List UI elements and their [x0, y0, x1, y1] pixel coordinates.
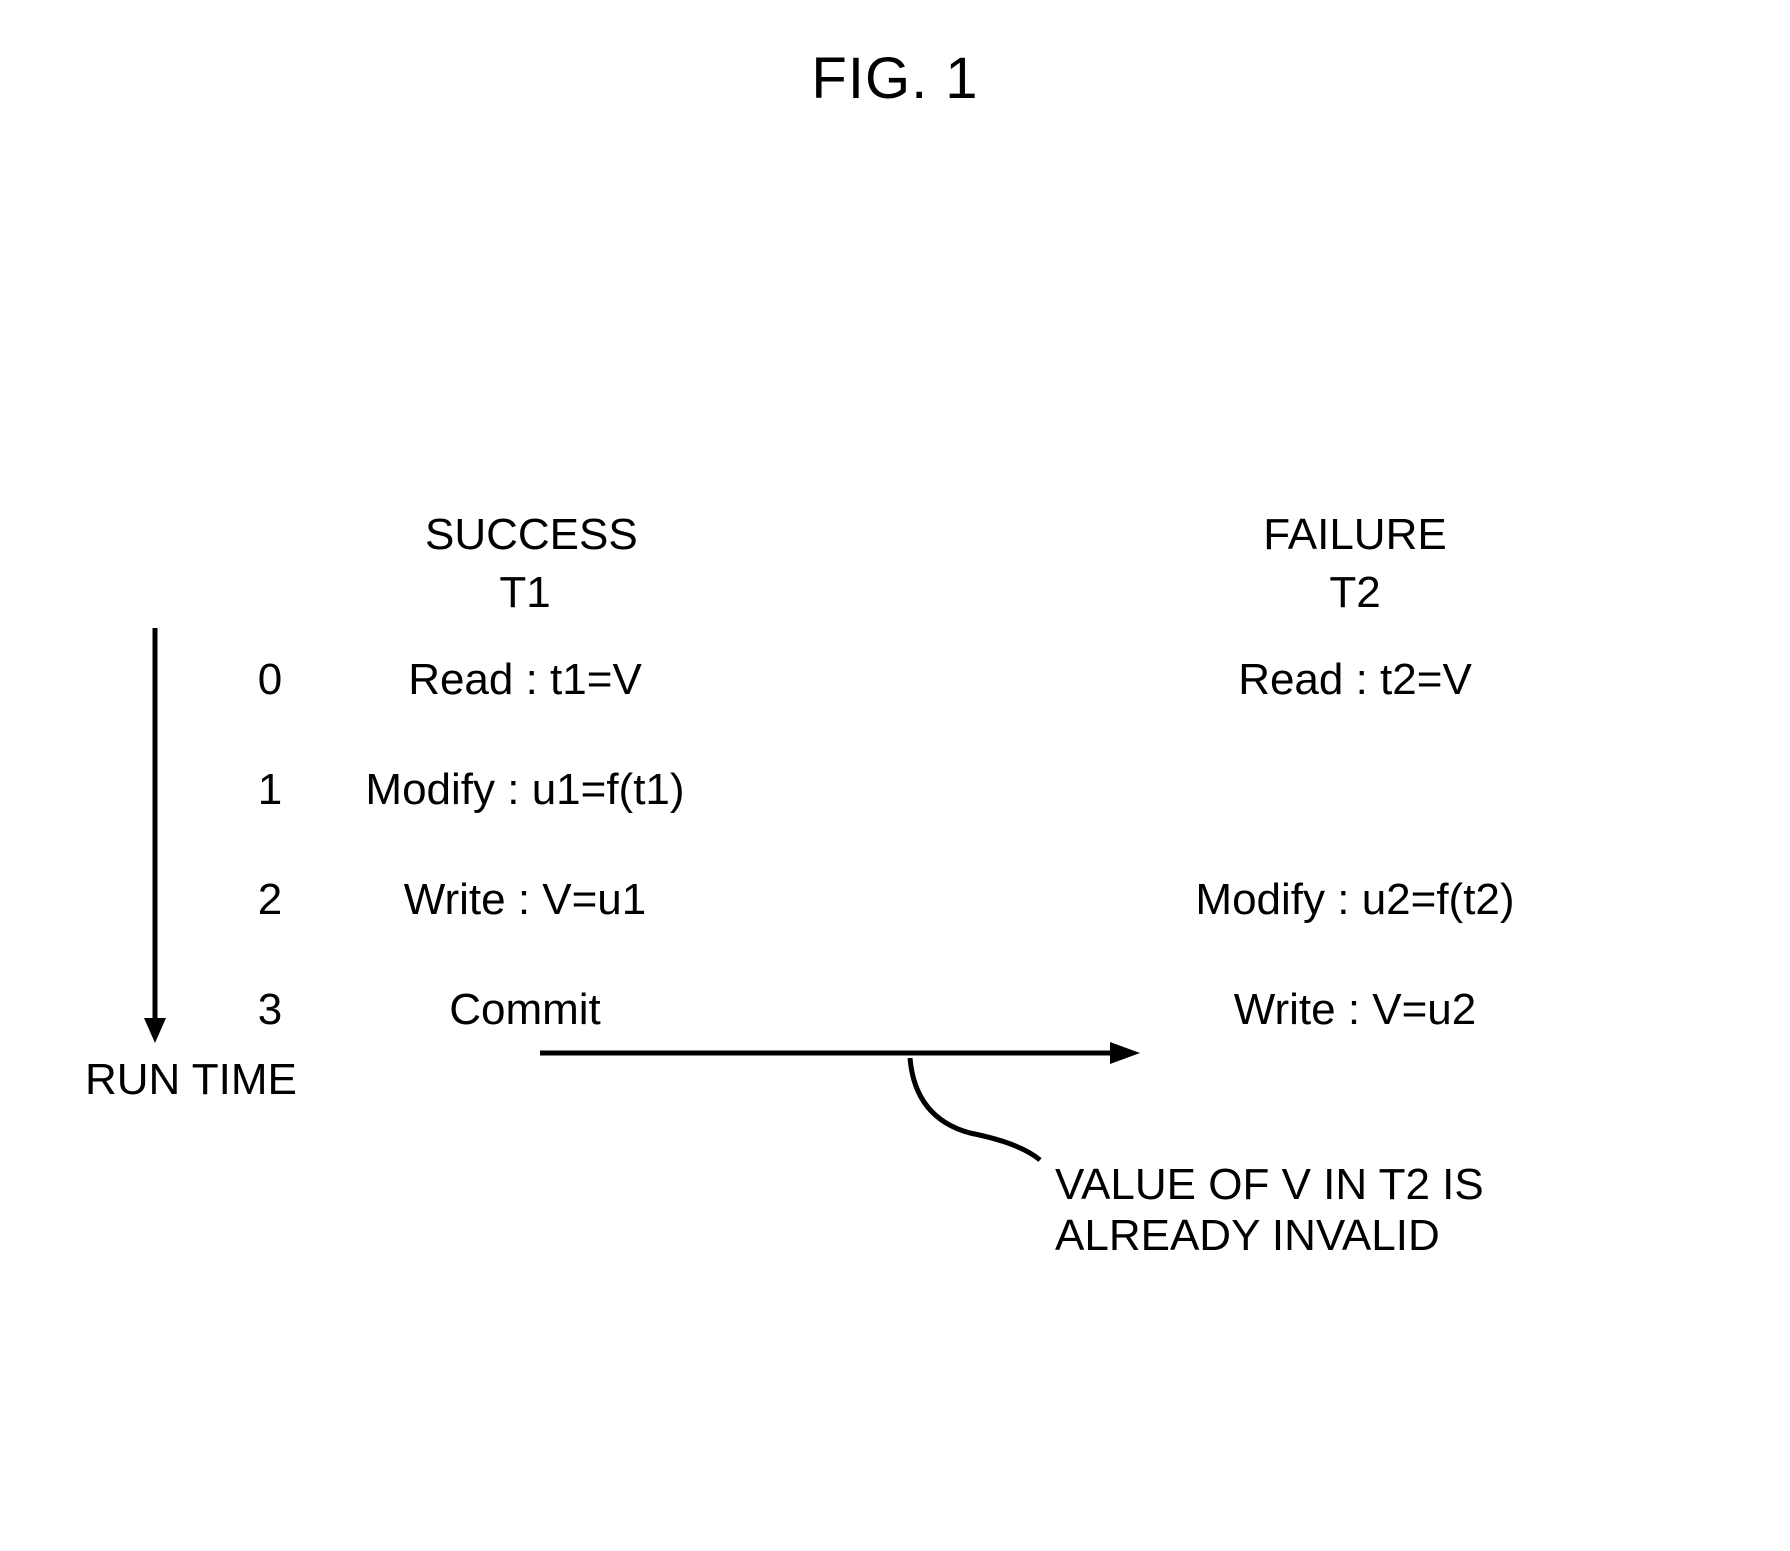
time-1: 1	[255, 765, 285, 815]
t1-row1: Modify : u1=f(t1)	[325, 765, 725, 815]
t2-row3: Write : V=u2	[1155, 985, 1555, 1035]
callout-line2: ALREADY INVALID	[1055, 1211, 1484, 1262]
callout-connector-icon	[900, 1058, 1060, 1168]
callout-line1: VALUE OF V IN T2 IS	[1055, 1160, 1484, 1211]
t1-row2: Write : V=u1	[325, 875, 725, 925]
time-3: 3	[255, 985, 285, 1035]
col2-title: FAILURE	[1255, 510, 1455, 560]
diagram-container: SUCCESS T1 FAILURE T2 0 1 2 3 Read : t1=…	[95, 510, 1695, 1290]
figure-title: FIG. 1	[811, 45, 978, 112]
t1-row0: Read : t1=V	[325, 655, 725, 705]
t2-row0: Read : t2=V	[1155, 655, 1555, 705]
time-2: 2	[255, 875, 285, 925]
col1-title: SUCCESS	[425, 510, 625, 560]
t1-row3: Commit	[325, 985, 725, 1035]
runtime-arrow-icon	[140, 628, 170, 1048]
col1-sub: T1	[425, 568, 625, 618]
t2-row2: Modify : u2=f(t2)	[1155, 875, 1555, 925]
runtime-label: RUN TIME	[85, 1055, 297, 1105]
col2-sub: T2	[1255, 568, 1455, 618]
time-0: 0	[255, 655, 285, 705]
callout-text: VALUE OF V IN T2 IS ALREADY INVALID	[1055, 1160, 1484, 1261]
